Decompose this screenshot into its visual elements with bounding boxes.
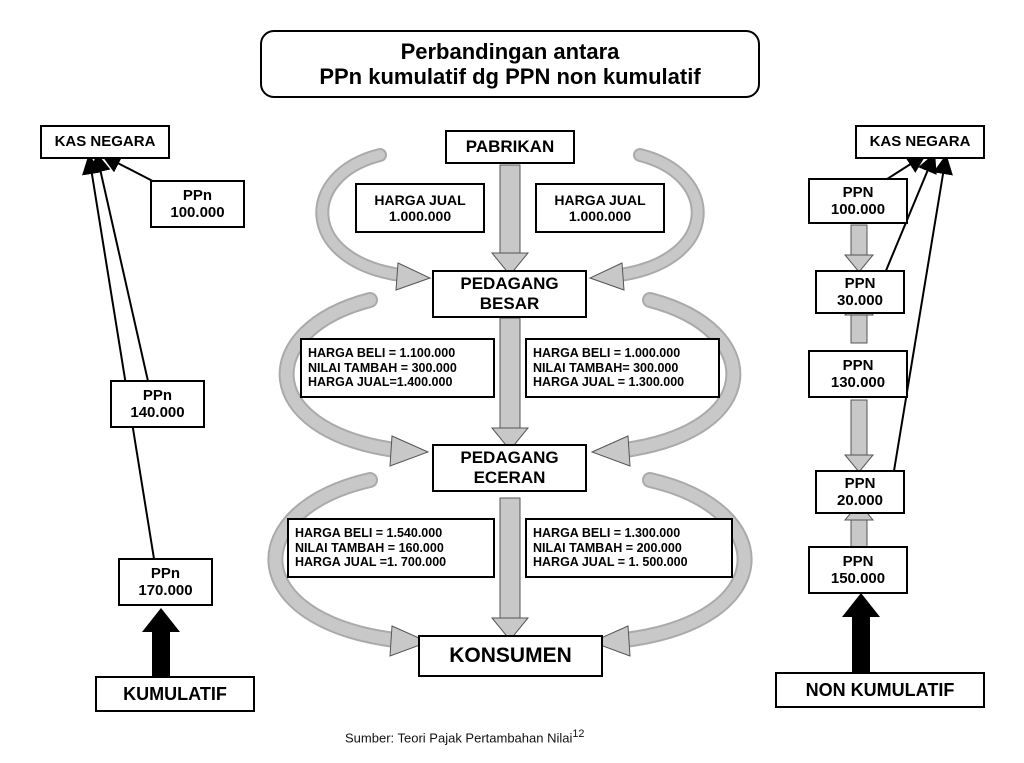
kas-negara-right: KAS NEGARA xyxy=(855,125,985,159)
pedagang-eceran-l1: PEDAGANG xyxy=(460,448,558,468)
kas-negara-right-label: KAS NEGARA xyxy=(870,133,971,150)
harga-jual-right-l1: HARGA JUAL xyxy=(554,192,645,208)
dbr0: HARGA BELI = 1.000.000 xyxy=(533,346,680,360)
der2: HARGA JUAL = 1. 500.000 xyxy=(533,555,688,569)
ppn-right-3-l: PPN xyxy=(845,475,876,492)
harga-jual-left: HARGA JUAL 1.000.000 xyxy=(355,183,485,233)
pedagang-besar-l2: BESAR xyxy=(480,294,540,314)
ppn-right-3-v: 20.000 xyxy=(837,492,883,509)
der0: HARGA BELI = 1.300.000 xyxy=(533,526,680,540)
pedagang-eceran-l2: ECERAN xyxy=(474,468,546,488)
ppn-left-1-v: 140.000 xyxy=(130,404,184,421)
ppn-right-1-l: PPN xyxy=(845,275,876,292)
harga-jual-left-l1: HARGA JUAL xyxy=(374,192,465,208)
detail-besar-right: HARGA BELI = 1.000.000 NILAI TAMBAH= 300… xyxy=(525,338,720,398)
ppn-left-0-v: 100.000 xyxy=(170,204,224,221)
kumulatif-label: KUMULATIF xyxy=(123,684,227,705)
kumulatif-label-box: KUMULATIF xyxy=(95,676,255,712)
ppn-right-4-v: 150.000 xyxy=(831,570,885,587)
non-kumulatif-label-box: NON KUMULATIF xyxy=(775,672,985,708)
detail-besar-left: HARGA BELI = 1.100.000 NILAI TAMBAH = 30… xyxy=(300,338,495,398)
ppn-right-4-l: PPN xyxy=(843,553,874,570)
dbl0: HARGA BELI = 1.100.000 xyxy=(308,346,455,360)
kas-negara-left-label: KAS NEGARA xyxy=(55,133,156,150)
ppn-right-3: PPN 20.000 xyxy=(815,470,905,514)
kas-negara-left: KAS NEGARA xyxy=(40,125,170,159)
ppn-left-1: PPn 140.000 xyxy=(110,380,205,428)
title-line2: PPn kumulatif dg PPN non kumulatif xyxy=(319,64,700,89)
der1: NILAI TAMBAH = 200.000 xyxy=(533,541,682,555)
ppn-left-2-v: 170.000 xyxy=(138,582,192,599)
title-box: Perbandingan antara PPn kumulatif dg PPN… xyxy=(260,30,760,98)
dbl2: HARGA JUAL=1.400.000 xyxy=(308,375,452,389)
konsumen-label: KONSUMEN xyxy=(449,644,572,668)
pedagang-besar-l1: PEDAGANG xyxy=(460,274,558,294)
pabrikan-node: PABRIKAN xyxy=(445,130,575,164)
dbl1: NILAI TAMBAH = 300.000 xyxy=(308,361,457,375)
pedagang-eceran-node: PEDAGANG ECERAN xyxy=(432,444,587,492)
harga-jual-right-l2: 1.000.000 xyxy=(569,208,631,224)
ppn-right-1: PPN 30.000 xyxy=(815,270,905,314)
pedagang-besar-node: PEDAGANG BESAR xyxy=(432,270,587,318)
ppn-left-2-l: PPn xyxy=(151,565,180,582)
konsumen-node: KONSUMEN xyxy=(418,635,603,677)
ppn-right-2-v: 130.000 xyxy=(831,374,885,391)
del1: NILAI TAMBAH = 160.000 xyxy=(295,541,444,555)
ppn-right-4: PPN 150.000 xyxy=(808,546,908,594)
ppn-right-2: PPN 130.000 xyxy=(808,350,908,398)
harga-jual-right: HARGA JUAL 1.000.000 xyxy=(535,183,665,233)
title-line1: Perbandingan antara xyxy=(401,39,620,64)
ppn-left-1-l: PPn xyxy=(143,387,172,404)
detail-eceran-right: HARGA BELI = 1.300.000 NILAI TAMBAH = 20… xyxy=(525,518,733,578)
diagram-canvas: Perbandingan antara PPn kumulatif dg PPN… xyxy=(0,0,1024,763)
ppn-right-1-v: 30.000 xyxy=(837,292,883,309)
source-sup: 12 xyxy=(572,728,584,740)
ppn-right-2-l: PPN xyxy=(843,357,874,374)
dbr1: NILAI TAMBAH= 300.000 xyxy=(533,361,678,375)
del2: HARGA JUAL =1. 700.000 xyxy=(295,555,446,569)
non-kumulatif-label: NON KUMULATIF xyxy=(806,680,955,701)
source-text: Sumber: Teori Pajak Pertambahan Nilai12 xyxy=(345,728,584,745)
ppn-left-0: PPn 100.000 xyxy=(150,180,245,228)
dbr2: HARGA JUAL = 1.300.000 xyxy=(533,375,684,389)
ppn-left-2: PPn 170.000 xyxy=(118,558,213,606)
ppn-right-0: PPN 100.000 xyxy=(808,178,908,224)
source-main: Sumber: Teori Pajak Pertambahan Nilai xyxy=(345,730,572,745)
harga-jual-left-l2: 1.000.000 xyxy=(389,208,451,224)
ppn-right-0-l: PPN xyxy=(843,184,874,201)
ppn-right-0-v: 100.000 xyxy=(831,201,885,218)
pabrikan-label: PABRIKAN xyxy=(466,137,554,157)
del0: HARGA BELI = 1.540.000 xyxy=(295,526,442,540)
detail-eceran-left: HARGA BELI = 1.540.000 NILAI TAMBAH = 16… xyxy=(287,518,495,578)
ppn-left-0-l: PPn xyxy=(183,187,212,204)
